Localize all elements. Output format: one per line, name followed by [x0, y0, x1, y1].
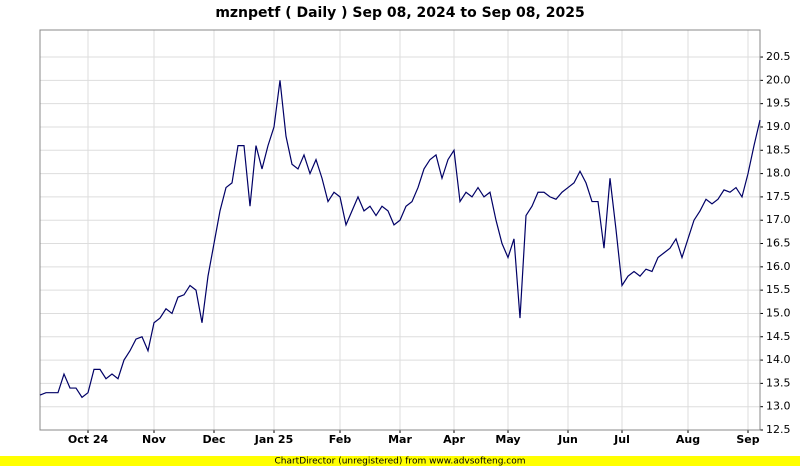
x-tick-label: Nov: [142, 433, 167, 446]
y-tick-label: 20.0: [766, 73, 791, 86]
x-tick-label: Jan 25: [254, 433, 293, 446]
footer-bar: [0, 456, 800, 466]
x-tick-label: Sep: [736, 433, 759, 446]
y-tick-label: 16.0: [766, 260, 791, 273]
y-tick-label: 14.5: [766, 330, 791, 343]
y-tick-label: 13.0: [766, 400, 791, 413]
y-tick-label: 13.5: [766, 376, 791, 389]
y-tick-label: 15.5: [766, 283, 791, 296]
y-tick-label: 19.5: [766, 97, 791, 110]
x-tick-label: Jun: [557, 433, 578, 446]
y-tick-label: 12.5: [766, 423, 791, 436]
x-tick-label: Dec: [202, 433, 225, 446]
x-tick-label: Feb: [329, 433, 352, 446]
y-tick-label: 14.0: [766, 353, 791, 366]
plot-frame: [39, 29, 761, 431]
price-line: [39, 80, 761, 399]
x-tick-label: Apr: [443, 433, 465, 446]
y-tick-label: 18.0: [766, 167, 791, 180]
y-tick-label: 17.0: [766, 213, 791, 226]
y-tick-label: 18.5: [766, 143, 791, 156]
x-tick-label: Aug: [676, 433, 700, 446]
y-tick-label: 19.0: [766, 120, 791, 133]
x-tick-label: Oct 24: [68, 433, 109, 446]
x-tick-label: May: [495, 433, 520, 446]
x-tick-label: Jul: [613, 433, 630, 446]
y-tick-label: 20.5: [766, 50, 791, 63]
x-tick-label: Mar: [388, 433, 412, 446]
y-tick-label: 16.5: [766, 237, 791, 250]
footer-text: ChartDirector (unregistered) from www.ad…: [274, 457, 525, 466]
y-tick-label: 17.5: [766, 190, 791, 203]
chart-title: mznpetf ( Daily ) Sep 08, 2024 to Sep 08…: [215, 5, 584, 21]
y-tick-label: 15.0: [766, 306, 791, 319]
